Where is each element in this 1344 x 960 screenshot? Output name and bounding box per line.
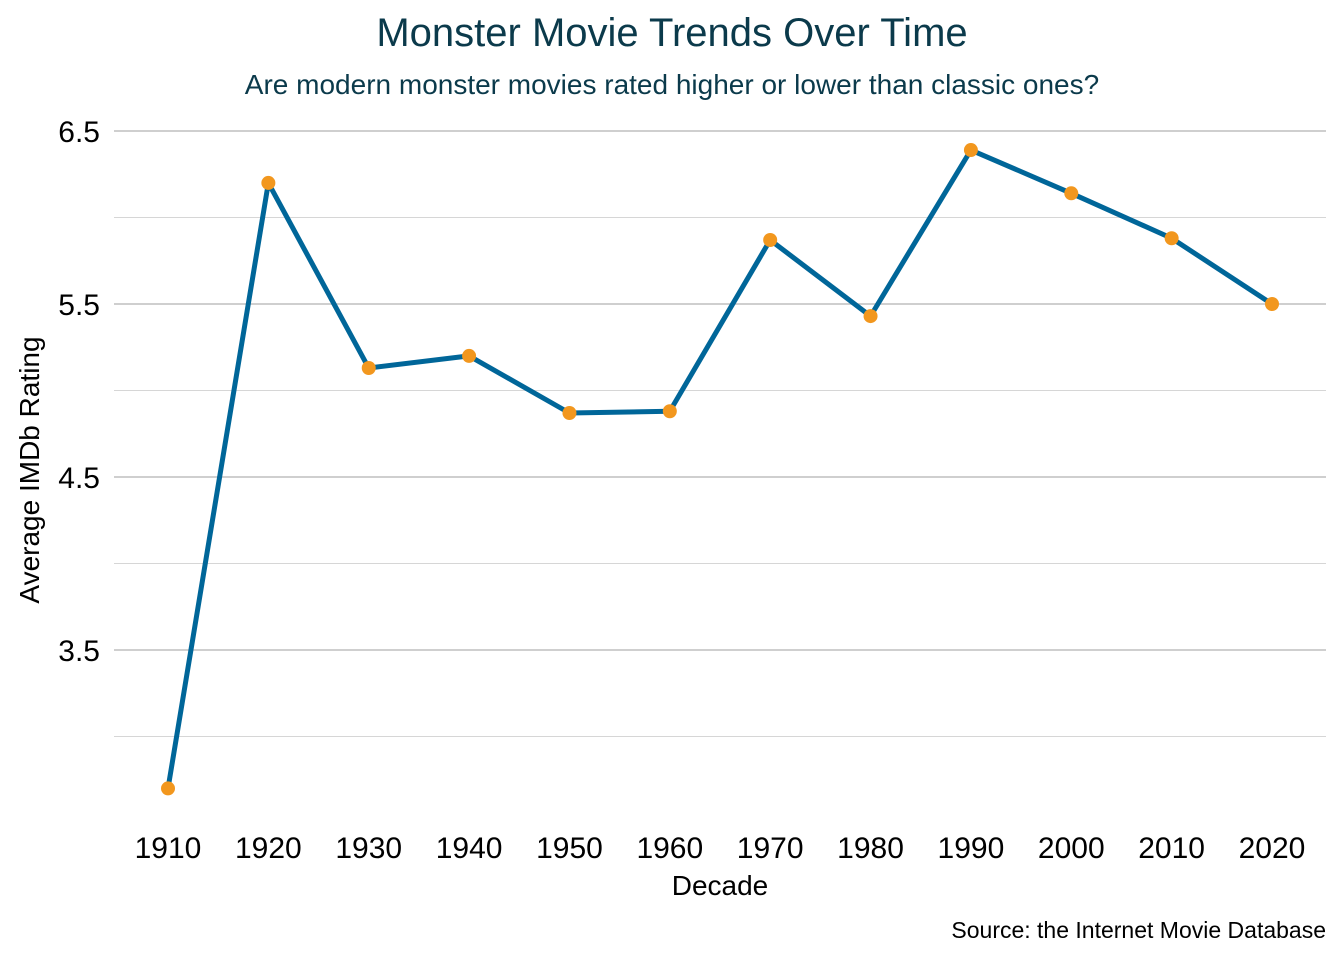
- data-point-2000: [1064, 186, 1079, 201]
- y-tick-label: 4.5: [58, 462, 100, 495]
- y-axis-label: Average IMDb Rating: [14, 336, 45, 603]
- data-point-1920: [261, 175, 276, 190]
- chart-title: Monster Movie Trends Over Time: [376, 11, 967, 55]
- source-caption: Source: the Internet Movie Database: [951, 917, 1326, 943]
- data-point-1990: [963, 143, 978, 158]
- x-tick-label: 2010: [1138, 832, 1205, 865]
- data-point-2020: [1265, 297, 1279, 311]
- data-point-1970: [763, 232, 778, 247]
- x-tick-label: 1930: [335, 832, 402, 865]
- x-tick-label: 1910: [135, 832, 202, 865]
- x-tick-label: 1950: [536, 832, 603, 865]
- y-axis-ticks: 3.5 4.5 5.5 6.5: [58, 116, 100, 668]
- y-tick-label: 3.5: [58, 635, 100, 668]
- data-point-2010: [1164, 231, 1179, 246]
- x-axis-label: Decade: [672, 870, 769, 901]
- data-point-1960: [662, 404, 677, 419]
- x-tick-label: 1970: [737, 832, 804, 865]
- x-tick-label: 1960: [636, 832, 703, 865]
- x-tick-label: 1980: [837, 832, 904, 865]
- data-point-1940: [462, 348, 477, 363]
- x-tick-label: 1940: [436, 832, 503, 865]
- data-point-1930: [361, 361, 376, 376]
- x-tick-label: 1920: [235, 832, 302, 865]
- data-point-1950: [562, 405, 577, 420]
- x-axis-ticks: 1910 1920 1930 1940 1950 1960 1970 1980 1990 2000…: [135, 832, 1306, 865]
- x-tick-label: 1990: [938, 832, 1005, 865]
- x-tick-label: 2000: [1038, 832, 1105, 865]
- series-line: [165, 147, 1275, 791]
- series-layer: [161, 143, 1279, 796]
- x-tick-label: 2020: [1239, 832, 1306, 865]
- y-tick-label: 6.5: [58, 116, 100, 149]
- data-point-1980: [863, 309, 878, 324]
- chart-subtitle: Are modern monster movies rated higher o…: [245, 69, 1099, 100]
- data-point-1910: [161, 781, 175, 796]
- y-tick-label: 5.5: [58, 289, 100, 322]
- gridlines: [114, 130, 1326, 737]
